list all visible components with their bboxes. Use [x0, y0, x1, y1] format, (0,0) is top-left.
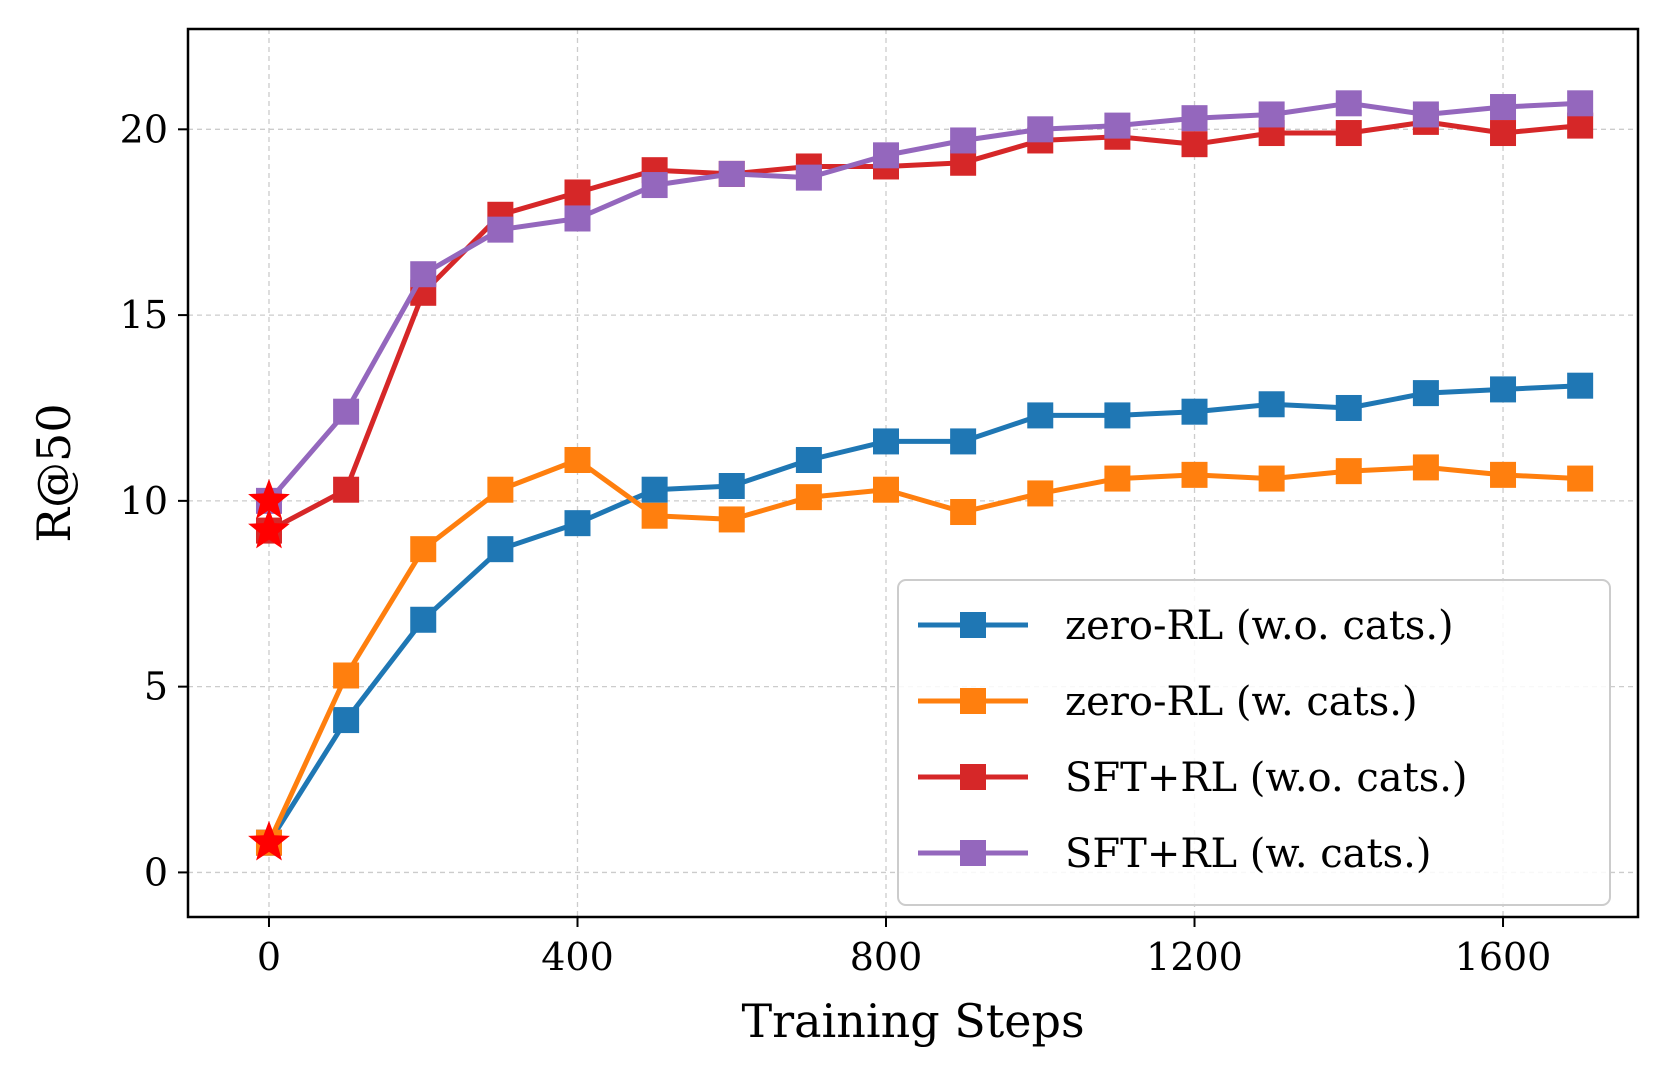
data-point	[564, 510, 591, 537]
y-tick-label: 10	[120, 479, 168, 523]
legend-label: SFT+RL (w.o. cats.)	[1065, 755, 1468, 801]
data-point	[1412, 101, 1439, 128]
data-point	[795, 446, 822, 473]
data-point	[333, 398, 360, 425]
data-point	[1181, 131, 1208, 158]
data-point	[1490, 120, 1517, 147]
x-tick-label: 1600	[1455, 935, 1552, 979]
data-point	[950, 428, 977, 455]
y-tick-label: 15	[120, 293, 168, 337]
data-point	[333, 662, 360, 689]
data-point	[795, 164, 822, 191]
data-point	[641, 476, 668, 503]
data-point	[564, 179, 591, 206]
x-axis-label: Training Steps	[741, 994, 1084, 1048]
data-point	[873, 428, 900, 455]
legend-swatch-marker	[960, 612, 986, 638]
data-point	[1258, 465, 1285, 492]
data-point	[333, 476, 360, 503]
data-point	[1027, 116, 1054, 143]
legend-item: SFT+RL (w. cats.)	[918, 831, 1431, 877]
x-tick-label: 400	[541, 935, 614, 979]
data-point	[1335, 90, 1362, 117]
data-point	[487, 536, 514, 563]
data-point	[1490, 461, 1517, 488]
data-point	[410, 536, 437, 563]
series-layer	[255, 90, 1594, 856]
data-point	[1567, 112, 1594, 139]
x-tick-label: 1200	[1146, 935, 1243, 979]
y-tick-label: 0	[144, 850, 168, 894]
series-1	[255, 446, 1594, 856]
data-point	[564, 446, 591, 473]
axis-ticks: 0 400 800 1200 1600 0 5 10 15 20	[120, 107, 1552, 979]
y-tick-label: 20	[120, 107, 168, 151]
series-3	[255, 90, 1594, 514]
data-point	[873, 142, 900, 169]
data-point	[1412, 380, 1439, 407]
star-marker	[248, 508, 290, 549]
x-tick-label: 800	[850, 935, 923, 979]
y-axis-label: R@50	[27, 403, 81, 542]
legend-box	[897, 579, 1611, 906]
legend-item: SFT+RL (w.o. cats.)	[918, 755, 1468, 801]
legend: zero-RL (w.o. cats.) zero-RL (w. cats.) SF…	[897, 579, 1611, 906]
data-point	[1490, 376, 1517, 403]
data-point	[1181, 461, 1208, 488]
data-point	[410, 606, 437, 633]
legend-swatch-marker	[960, 688, 986, 714]
data-point	[718, 506, 745, 533]
legend-item: zero-RL (w.o. cats.)	[918, 603, 1454, 649]
data-point	[564, 205, 591, 232]
data-point	[1567, 90, 1594, 117]
legend-swatch-marker	[960, 840, 986, 866]
legend-label: zero-RL (w. cats.)	[1065, 679, 1418, 725]
data-point	[1181, 105, 1208, 132]
data-point	[718, 160, 745, 187]
data-point	[1104, 402, 1131, 429]
data-point	[1335, 394, 1362, 421]
data-point	[410, 261, 437, 288]
data-point	[1104, 112, 1131, 139]
data-point	[1258, 391, 1285, 418]
y-tick-label: 5	[144, 665, 168, 709]
x-tick-label: 0	[257, 935, 281, 979]
legend-item: zero-RL (w. cats.)	[918, 679, 1418, 725]
data-point	[795, 484, 822, 511]
data-point	[950, 149, 977, 176]
data-point	[1027, 480, 1054, 507]
star-layer	[248, 478, 290, 861]
plot-frame	[186, 27, 1640, 919]
data-point	[1335, 458, 1362, 485]
legend-label: SFT+RL (w. cats.)	[1065, 831, 1431, 877]
legend-swatch-marker	[960, 764, 986, 790]
data-point	[950, 127, 977, 154]
data-point	[1104, 465, 1131, 492]
data-point	[1258, 101, 1285, 128]
data-point	[1490, 94, 1517, 121]
data-point	[1027, 402, 1054, 429]
star-marker	[248, 820, 290, 861]
data-point	[950, 499, 977, 526]
data-point	[1181, 398, 1208, 425]
data-point	[1567, 465, 1594, 492]
data-point	[641, 172, 668, 199]
data-point	[718, 473, 745, 500]
data-point	[487, 216, 514, 243]
legend-label: zero-RL (w.o. cats.)	[1065, 603, 1454, 649]
data-point	[641, 502, 668, 529]
data-point	[333, 707, 360, 734]
data-point	[1412, 454, 1439, 481]
data-point	[1335, 120, 1362, 147]
data-point	[487, 476, 514, 503]
star-marker	[248, 478, 290, 519]
data-point	[1567, 372, 1594, 399]
data-point	[873, 476, 900, 503]
